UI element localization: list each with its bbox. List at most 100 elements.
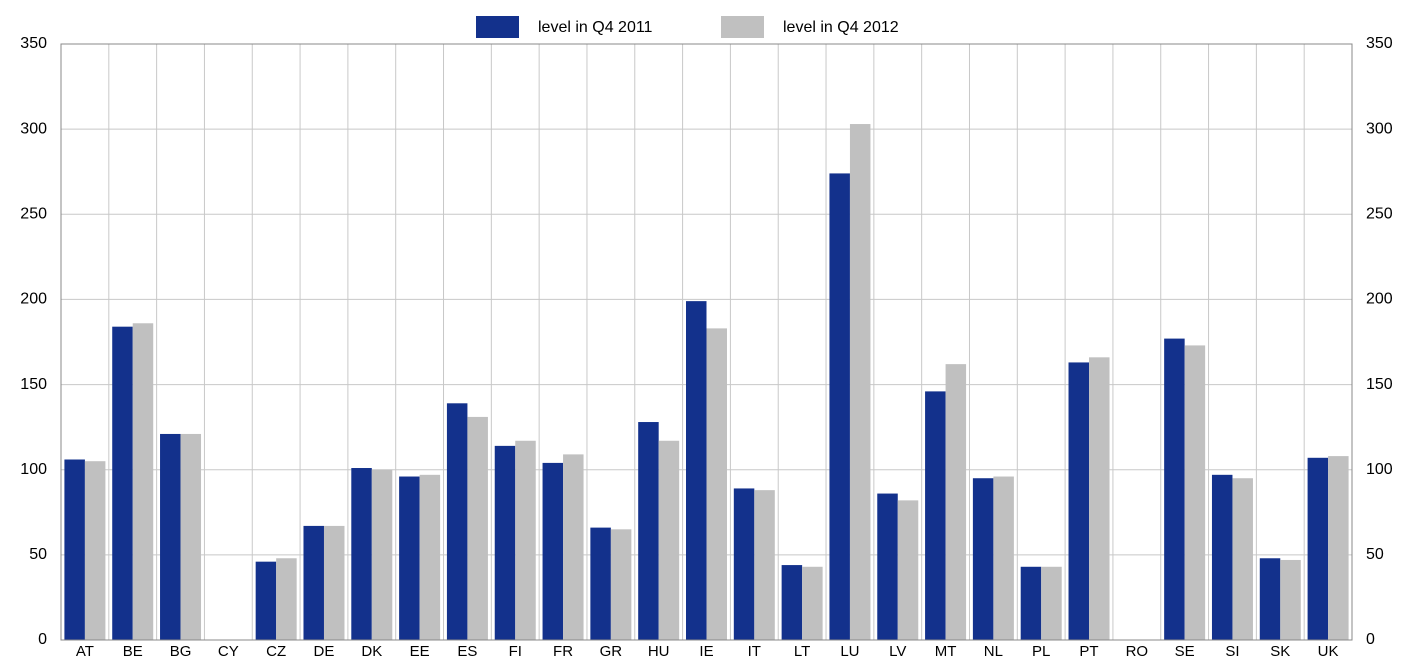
y-tick-label: 0 <box>38 631 47 648</box>
bar <box>112 326 133 640</box>
bar <box>563 454 584 640</box>
y2-tick-label: 50 <box>1366 546 1384 563</box>
bar <box>877 493 898 640</box>
bar <box>1232 478 1253 640</box>
bar <box>972 478 994 640</box>
bar <box>829 173 850 640</box>
x-tick-label: IT <box>748 643 761 659</box>
x-tick-label: NL <box>984 643 1003 659</box>
y2-tick-label: 250 <box>1366 206 1393 223</box>
bar <box>160 433 181 640</box>
y2-tick-label: 350 <box>1366 35 1393 52</box>
y-tick-label: 50 <box>29 546 47 563</box>
x-tick-label: SE <box>1175 643 1195 659</box>
bar <box>1328 456 1349 640</box>
bar <box>446 403 468 640</box>
x-tick-label: MT <box>935 643 957 659</box>
bar <box>180 433 202 640</box>
bar <box>706 328 727 640</box>
bar <box>686 301 707 640</box>
y2-tick-label: 150 <box>1366 376 1393 393</box>
bar <box>781 565 803 640</box>
y2-tick-label: 100 <box>1366 461 1393 478</box>
bar <box>945 364 967 640</box>
bar <box>494 445 516 640</box>
bar <box>255 561 277 640</box>
bar <box>303 525 324 640</box>
y2-tick-label: 200 <box>1366 291 1393 308</box>
bar <box>1020 566 1042 640</box>
y-tick-label: 350 <box>20 35 47 52</box>
x-tick-label: LV <box>889 643 906 659</box>
x-tick-label: CZ <box>266 643 286 659</box>
legend-label: level in Q4 2012 <box>783 19 899 36</box>
bar <box>351 468 372 640</box>
bar <box>754 490 775 640</box>
bar <box>132 323 154 640</box>
y2-tick-label: 300 <box>1366 120 1393 137</box>
y-tick-label: 300 <box>20 120 47 137</box>
bar <box>610 529 632 640</box>
x-tick-label: CY <box>218 643 239 659</box>
plot-frame <box>60 43 1353 641</box>
bar <box>1211 474 1233 640</box>
x-tick-label: LT <box>794 643 810 659</box>
bar <box>849 124 871 640</box>
x-tick-label: UK <box>1318 643 1339 659</box>
x-tick-label: PL <box>1032 643 1050 659</box>
bar <box>802 566 823 640</box>
bar <box>542 462 564 640</box>
bar <box>276 558 297 640</box>
bar <box>1164 338 1185 640</box>
x-tick-label: FR <box>553 643 573 659</box>
bar <box>1184 345 1206 640</box>
x-tick-label: GR <box>600 643 623 659</box>
x-tick-label: SI <box>1225 643 1239 659</box>
bar <box>733 488 755 640</box>
bar <box>399 476 420 640</box>
x-tick-label: IE <box>699 643 713 659</box>
bar <box>1041 566 1062 640</box>
bar <box>925 391 946 640</box>
y2-tick-label: 0 <box>1366 631 1375 648</box>
bar <box>1068 362 1090 640</box>
legend-label: level in Q4 2011 <box>538 19 653 36</box>
bar <box>64 459 85 640</box>
legend-swatch <box>476 16 519 38</box>
bar <box>638 422 659 640</box>
legend-swatch <box>721 16 764 38</box>
bar <box>1280 559 1301 640</box>
bar <box>590 527 611 640</box>
x-tick-label: LU <box>840 643 859 659</box>
bar <box>1259 558 1281 640</box>
x-tick-label: BE <box>123 643 143 659</box>
x-tick-label: AT <box>76 643 94 659</box>
x-tick-label: PT <box>1079 643 1098 659</box>
bar <box>371 469 393 640</box>
bar <box>467 416 488 640</box>
x-tick-label: HU <box>648 643 670 659</box>
y-tick-label: 250 <box>20 206 47 223</box>
x-tick-label: EE <box>410 643 430 659</box>
bar <box>1089 357 1110 640</box>
x-tick-label: DK <box>361 643 382 659</box>
y-tick-label: 100 <box>20 461 47 478</box>
x-tick-label: FI <box>509 643 522 659</box>
y-tick-label: 150 <box>20 376 47 393</box>
bar <box>419 474 441 640</box>
bar <box>515 440 536 640</box>
y-tick-label: 200 <box>20 291 47 308</box>
x-tick-label: BG <box>170 643 192 659</box>
bar <box>1307 457 1329 640</box>
bar <box>993 476 1014 640</box>
x-tick-label: ES <box>457 643 477 659</box>
bar <box>323 525 345 640</box>
bar <box>897 500 919 640</box>
x-tick-label: DE <box>314 643 335 659</box>
x-tick-label: SK <box>1270 643 1290 659</box>
x-tick-label: RO <box>1126 643 1149 659</box>
bar <box>84 461 106 640</box>
bar <box>658 440 680 640</box>
